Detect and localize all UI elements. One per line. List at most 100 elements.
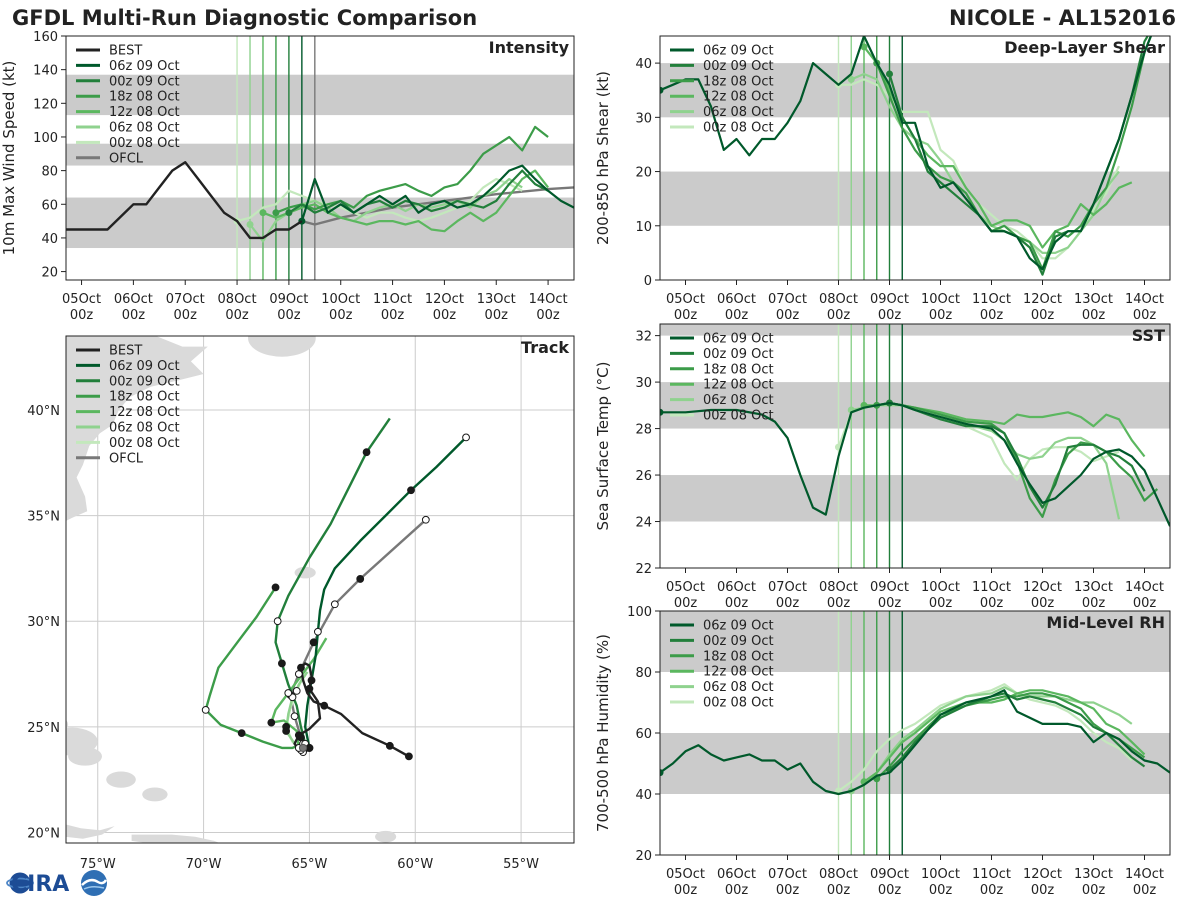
shear-xtick-label-3: 08Oct xyxy=(819,292,858,307)
storm-id-title: NICOLE - AL152016 xyxy=(949,6,1176,30)
intensity-init-point-4 xyxy=(259,209,267,217)
intensity-xtick-label-8: 13Oct xyxy=(477,292,516,307)
map-island-4 xyxy=(106,771,136,788)
sst-xtick-label-1: 06Oct xyxy=(717,580,756,595)
intensity-band-2 xyxy=(66,74,574,116)
intensity-xtick-label-2: 07Oct xyxy=(166,292,205,307)
sst-ytick-label-1: 24 xyxy=(635,516,652,531)
shear-xtick-sub-1: 00z xyxy=(725,308,749,323)
sst-xtick-label-3: 08Oct xyxy=(819,580,858,595)
sst-xtick-label-5: 10Oct xyxy=(921,580,960,595)
track-lat-label-1: 25°N xyxy=(27,721,60,736)
intensity-series-line-2 xyxy=(288,169,549,214)
track-point-7-4 xyxy=(294,670,303,678)
shear-ytick-label-4: 40 xyxy=(635,57,652,72)
rh-xtick-sub-7: 00z xyxy=(1031,883,1055,898)
sst-xtick-label-4: 09Oct xyxy=(870,580,909,595)
track-lat-label-3: 35°N xyxy=(27,510,60,525)
intensity-xtick-sub-9: 00z xyxy=(536,308,560,323)
intensity-xtick-label-6: 11Oct xyxy=(373,292,412,307)
sst-xtick-sub-0: 00z xyxy=(674,596,698,611)
track-point-7-6 xyxy=(330,600,339,609)
map-land-cuba xyxy=(66,824,115,839)
shear-xtick-sub-9: 00z xyxy=(1133,308,1157,323)
track-point-4-2 xyxy=(284,689,293,697)
intensity-legend-label-3: 18z 08 Oct xyxy=(109,90,180,105)
sst-xtick-label-6: 11Oct xyxy=(972,580,1011,595)
track-point-7-5 xyxy=(309,638,318,647)
intensity-legend-label-7: OFCL xyxy=(109,151,144,166)
rh-ytick-label-1: 40 xyxy=(635,788,652,803)
panel-rh: 2040608010005Oct00z06Oct00z07Oct00z08Oct… xyxy=(594,605,1171,898)
intensity-xtick-label-3: 08Oct xyxy=(218,292,257,307)
track-point-1-2 xyxy=(313,627,322,636)
track-plot-area xyxy=(66,336,574,877)
map-island-0 xyxy=(248,336,316,357)
sst-legend-label-5: 00z 08 Oct xyxy=(703,409,774,424)
intensity-ytick-label-1: 40 xyxy=(41,232,58,247)
track-legend-label-1: 06z 09 Oct xyxy=(109,359,180,374)
rh-xtick-label-3: 08Oct xyxy=(819,867,858,882)
track-point-1-1 xyxy=(307,676,316,685)
shear-plot-area xyxy=(660,36,1170,280)
track-point-2-3 xyxy=(362,448,371,457)
shear-ylabel: 200-850 hPa Shear (kt) xyxy=(594,71,612,245)
sst-band-0 xyxy=(660,475,1170,522)
map-island-8 xyxy=(375,830,397,843)
track-legend-label-0: BEST xyxy=(109,344,142,359)
intensity-series-line-6 xyxy=(236,177,523,223)
intensity-xtick-sub-1: 00z xyxy=(122,308,146,323)
rh-xtick-sub-1: 00z xyxy=(725,883,749,898)
intensity-ytick-label-7: 160 xyxy=(33,30,58,45)
shear-xtick-label-8: 13Oct xyxy=(1074,292,1113,307)
rh-xtick-sub-0: 00z xyxy=(674,883,698,898)
sst-ytick-label-5: 32 xyxy=(635,330,652,345)
sst-frame xyxy=(659,323,1171,569)
shear-xtick-label-0: 05Oct xyxy=(666,292,705,307)
shear-xtick-sub-4: 00z xyxy=(878,308,902,323)
rh-xtick-sub-5: 00z xyxy=(929,883,953,898)
rh-series-line-5 xyxy=(837,683,1133,792)
shear-init-point-1 xyxy=(886,70,893,78)
sst-series-line-1 xyxy=(889,401,1146,509)
track-title: Track xyxy=(521,338,569,357)
rh-series-line-3 xyxy=(863,689,1146,783)
intensity-legend-label-1: 06z 09 Oct xyxy=(109,59,180,74)
sst-legend-label-1: 00z 09 Oct xyxy=(703,347,774,362)
shear-xtick-sub-3: 00z xyxy=(827,308,851,323)
shear-init-point-0 xyxy=(660,86,664,94)
rh-xtick-label-7: 12Oct xyxy=(1023,867,1062,882)
track-point-1-4 xyxy=(462,433,470,442)
track-point-0-4 xyxy=(305,684,314,693)
shear-series-line-0 xyxy=(660,36,1153,271)
intensity-init-point-3 xyxy=(272,209,280,217)
rh-xtick-label-4: 09Oct xyxy=(870,867,909,882)
shear-xtick-sub-2: 00z xyxy=(776,308,800,323)
intensity-legend-label-6: 00z 08 Oct xyxy=(109,136,180,151)
map-land-us xyxy=(66,336,208,521)
track-point-0-0 xyxy=(405,752,413,761)
rh-xtick-label-5: 10Oct xyxy=(921,867,960,882)
shear-xtick-label-4: 09Oct xyxy=(870,292,909,307)
track-legend-label-7: OFCL xyxy=(109,451,144,466)
rh-xtick-label-6: 11Oct xyxy=(972,867,1011,882)
map-island-9 xyxy=(339,863,364,877)
map-ocean xyxy=(66,336,574,843)
panel-intensity: 2040608010012014016005Oct00z06Oct00z07Oc… xyxy=(0,30,575,323)
intensity-xtick-label-4: 09Oct xyxy=(269,292,308,307)
sst-xtick-sub-3: 00z xyxy=(827,596,851,611)
sst-xtick-label-7: 12Oct xyxy=(1023,580,1062,595)
rh-xtick-sub-3: 00z xyxy=(827,883,851,898)
track-point-3-2 xyxy=(201,706,210,714)
panels: 2040608010012014016005Oct00z06Oct00z07Oc… xyxy=(0,30,1171,898)
track-legend-label-2: 00z 09 Oct xyxy=(109,374,180,389)
shear-xtick-label-1: 06Oct xyxy=(717,292,756,307)
track-frame xyxy=(65,335,575,844)
track-point-0-2 xyxy=(320,701,329,710)
shear-legend-label-4: 06z 08 Oct xyxy=(703,105,774,120)
intensity-band-1 xyxy=(66,143,574,166)
track-lat-label-2: 30°N xyxy=(27,615,60,630)
track-point-2-2 xyxy=(273,617,282,626)
track-legend-label-5: 06z 08 Oct xyxy=(109,421,180,436)
